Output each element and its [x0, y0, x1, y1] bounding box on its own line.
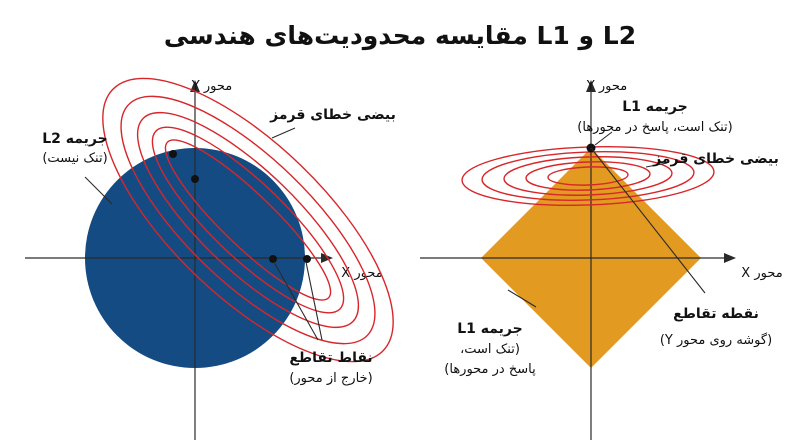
left-contour-ring [120, 95, 376, 345]
left-contour-label: بیضی خطای قرمز [269, 107, 396, 123]
right-contour-ring [503, 156, 673, 196]
left-intersection-point [269, 255, 277, 263]
right-y-axis-arrow [586, 80, 596, 92]
left-penalty-leader [84, 176, 113, 205]
right-axis-y-label: محور Y [586, 79, 627, 94]
right-contour-leader [645, 162, 668, 168]
right-penalty-bottom-note: (تنک است، [460, 342, 520, 357]
left-intersection-point [303, 255, 311, 263]
right-panel-l1: محور Y محور X جریمه L1 (تنک است، پاسخ در… [420, 79, 783, 440]
left-intersection-point [191, 175, 199, 183]
left-contour-leader [271, 127, 296, 139]
right-contour-ring [525, 161, 651, 191]
right-intersection-leader [590, 147, 706, 294]
right-contour-ring [481, 151, 695, 201]
right-axis-x-label: محور X [741, 266, 782, 281]
left-error-contours [102, 77, 394, 363]
right-intersection-label: نقطه تقاطع [673, 306, 759, 322]
left-penalty-label: جریمه L2 [42, 131, 107, 147]
right-penalty-bottom-note: پاسخ در محورها) [444, 362, 536, 377]
left-contour-ring [151, 126, 345, 314]
left-intersection-point [169, 150, 177, 158]
right-intersection-note: (گوشه روی محور Y) [660, 332, 772, 348]
right-contour-ring [547, 166, 629, 186]
left-intersection-leader [273, 261, 319, 341]
right-penalty-top-note: (تنک است، پاسخ در محورها) [577, 120, 732, 135]
right-x-axis-arrow [724, 253, 736, 263]
right-penalty-bottom-label: جریمه L1 [457, 321, 522, 337]
left-axis-y-label: محور Y [191, 79, 232, 94]
right-penalty-top-label: جریمه L1 [622, 99, 687, 115]
left-contour-ring [136, 111, 360, 329]
left-intersection-label: نقاط تقاطع [289, 350, 372, 366]
left-contour-ring [102, 77, 394, 363]
left-panel-l2: محور Y محور X بیضی خطای قرمز جریمه L2 (ت… [25, 77, 396, 440]
right-penalty-top-leader [594, 131, 613, 146]
diagram-title: مقایسه محدودیت‌های هندسی L1 و L2 [164, 21, 636, 51]
left-intersection-leader [305, 261, 323, 341]
right-contour-label: بیضی خطای قرمز [652, 151, 779, 167]
left-penalty-note: (تنک نیست) [42, 151, 107, 166]
left-y-axis-arrow [190, 80, 200, 92]
right-penalty-bottom-leader [507, 289, 537, 308]
left-intersection-note: (خارج از محور) [289, 371, 372, 386]
left-contour-ring [164, 139, 332, 301]
right-error-contours [461, 145, 715, 207]
